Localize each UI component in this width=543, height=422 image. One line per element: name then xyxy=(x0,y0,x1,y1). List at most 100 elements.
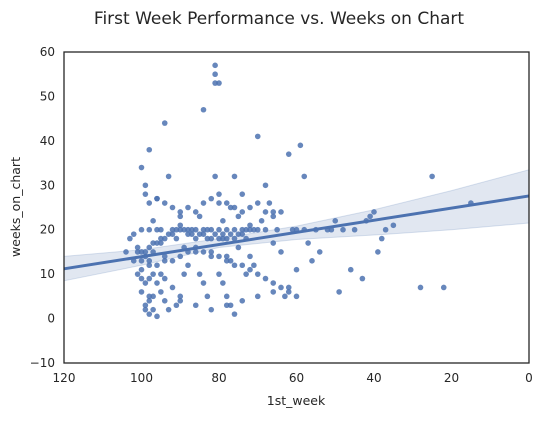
data-point xyxy=(254,226,261,233)
data-point xyxy=(216,191,222,197)
data-point xyxy=(154,226,160,233)
data-point xyxy=(142,280,149,286)
data-point xyxy=(208,253,215,260)
data-point xyxy=(262,209,269,215)
data-point xyxy=(212,80,218,86)
data-point xyxy=(247,204,253,211)
data-point xyxy=(165,231,172,237)
data-point xyxy=(285,289,292,295)
data-point xyxy=(216,200,222,206)
data-point xyxy=(258,218,265,224)
data-point xyxy=(165,173,172,180)
data-point xyxy=(177,253,184,260)
data-point xyxy=(161,253,168,260)
data-point xyxy=(200,106,207,113)
data-point xyxy=(285,151,292,157)
data-point xyxy=(247,253,253,260)
data-point xyxy=(150,240,156,246)
data-point xyxy=(181,271,187,277)
data-point xyxy=(146,293,153,300)
x-tick-label: 80 xyxy=(211,371,226,385)
data-point xyxy=(270,280,277,286)
data-point xyxy=(274,226,280,233)
data-point xyxy=(204,235,211,242)
data-point xyxy=(158,271,164,277)
data-point xyxy=(243,271,249,277)
data-point xyxy=(254,271,261,277)
data-point xyxy=(231,226,238,233)
data-point xyxy=(146,200,153,206)
data-point xyxy=(134,271,141,277)
data-point xyxy=(351,226,358,233)
data-point xyxy=(146,262,153,269)
x-tick-labels: 120 100 80 60 40 20 0 xyxy=(53,371,533,385)
data-point xyxy=(142,191,149,197)
data-point xyxy=(382,226,389,233)
data-point xyxy=(146,258,153,264)
data-point xyxy=(254,293,261,300)
data-point xyxy=(146,226,153,233)
data-point xyxy=(142,182,149,189)
data-point xyxy=(154,280,160,286)
data-point xyxy=(231,204,238,211)
data-point xyxy=(146,244,153,251)
data-point xyxy=(142,302,149,309)
data-point xyxy=(223,235,230,242)
data-point xyxy=(247,266,253,273)
y-tick-label: 0 xyxy=(47,312,55,326)
data-point xyxy=(239,191,246,197)
data-point xyxy=(169,258,176,264)
data-point xyxy=(216,235,222,242)
data-point xyxy=(239,226,246,233)
data-point xyxy=(196,213,203,220)
y-tick-labels: −10 0 10 20 30 40 50 60 xyxy=(30,45,55,370)
data-point xyxy=(185,231,191,237)
data-point xyxy=(297,142,304,149)
data-point xyxy=(181,226,187,233)
data-point xyxy=(227,204,234,211)
data-point xyxy=(227,302,234,309)
data-point xyxy=(138,275,145,282)
data-point xyxy=(239,262,246,269)
data-point xyxy=(173,235,180,242)
x-axis-label: 1st_week xyxy=(267,393,326,408)
data-point xyxy=(220,235,226,242)
data-point xyxy=(200,231,207,237)
data-point xyxy=(138,226,145,233)
data-point xyxy=(212,62,218,69)
data-point xyxy=(177,222,184,229)
data-point xyxy=(154,240,160,246)
regression-line xyxy=(63,194,530,271)
data-point xyxy=(134,244,141,251)
data-point xyxy=(390,222,397,229)
data-point xyxy=(208,226,215,233)
data-point xyxy=(177,298,184,304)
data-point xyxy=(227,231,234,237)
data-point xyxy=(192,235,199,242)
data-point xyxy=(223,258,230,264)
y-tick-label: 40 xyxy=(40,134,55,148)
data-point xyxy=(200,249,207,255)
data-point xyxy=(177,293,184,300)
data-point xyxy=(347,266,354,273)
data-point xyxy=(293,293,300,300)
data-point xyxy=(216,226,222,233)
data-point xyxy=(161,275,168,282)
x-tick-label: 100 xyxy=(130,371,153,385)
data-point xyxy=(177,226,184,233)
data-point xyxy=(142,306,149,313)
plot-frame xyxy=(63,51,530,364)
data-point xyxy=(161,258,168,264)
data-point xyxy=(378,235,385,242)
data-point xyxy=(192,249,199,255)
data-point xyxy=(150,306,156,313)
data-point xyxy=(266,200,273,206)
data-point xyxy=(150,293,156,300)
data-point xyxy=(212,71,218,78)
confidence-band xyxy=(63,169,530,282)
data-point xyxy=(208,235,215,242)
data-point xyxy=(146,298,153,304)
y-tick-label: 60 xyxy=(40,45,55,59)
data-point xyxy=(161,200,168,206)
